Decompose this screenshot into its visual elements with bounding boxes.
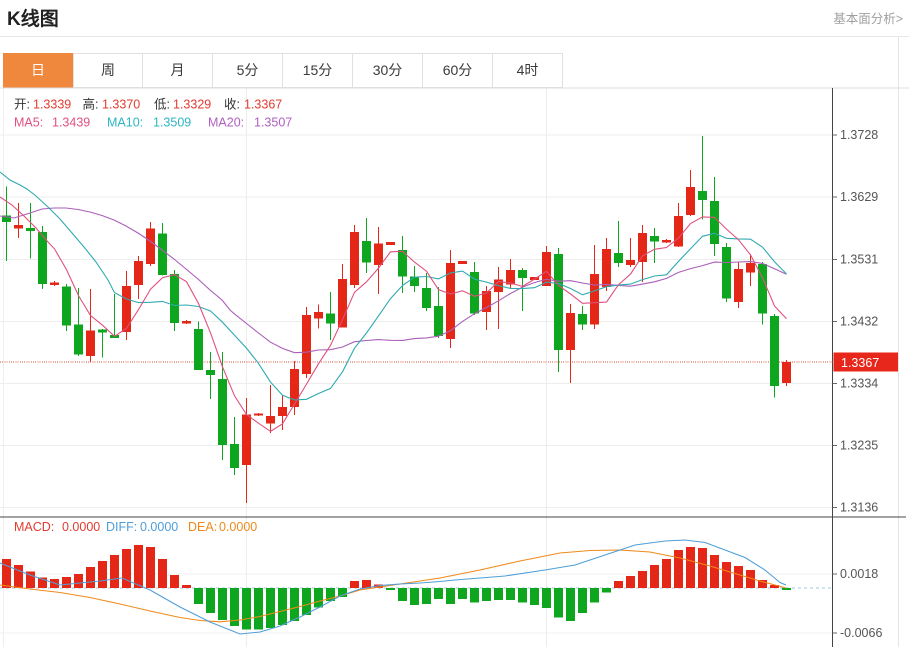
svg-text:1.3509: 1.3509 <box>153 116 191 130</box>
svg-text:低:: 低: <box>154 98 170 112</box>
svg-text:MA10:: MA10: <box>107 116 143 130</box>
svg-text:1.3728: 1.3728 <box>840 128 878 142</box>
svg-text:1.3339: 1.3339 <box>33 98 71 112</box>
svg-text:开:: 开: <box>14 98 30 112</box>
svg-text:1.3329: 1.3329 <box>173 98 211 112</box>
svg-text:收:: 收: <box>224 98 240 112</box>
svg-text:1.3432: 1.3432 <box>840 315 878 329</box>
svg-text:1.3367: 1.3367 <box>244 98 282 112</box>
svg-text:1.3439: 1.3439 <box>52 116 90 130</box>
svg-text:1.3507: 1.3507 <box>254 116 292 130</box>
svg-text:0.0000: 0.0000 <box>140 520 178 534</box>
svg-text:MA20:: MA20: <box>208 116 244 130</box>
svg-text:1.3334: 1.3334 <box>840 377 878 391</box>
svg-text:1.3235: 1.3235 <box>840 439 878 453</box>
svg-text:1.3136: 1.3136 <box>840 501 878 515</box>
svg-text:0.0000: 0.0000 <box>219 520 257 534</box>
svg-text:MA5:: MA5: <box>14 116 43 130</box>
svg-text:-0.0066: -0.0066 <box>840 626 882 640</box>
svg-text:1.3370: 1.3370 <box>102 98 140 112</box>
svg-text:DEA:: DEA: <box>188 520 217 534</box>
svg-text:0.0000: 0.0000 <box>62 520 100 534</box>
svg-text:1.3367: 1.3367 <box>841 356 879 370</box>
svg-text:DIFF:: DIFF: <box>106 520 137 534</box>
svg-text:高:: 高: <box>83 97 99 112</box>
svg-text:0.0018: 0.0018 <box>840 567 878 581</box>
svg-text:MACD:: MACD: <box>14 520 54 534</box>
svg-text:1.3531: 1.3531 <box>840 253 878 267</box>
svg-text:1.3629: 1.3629 <box>840 190 878 204</box>
